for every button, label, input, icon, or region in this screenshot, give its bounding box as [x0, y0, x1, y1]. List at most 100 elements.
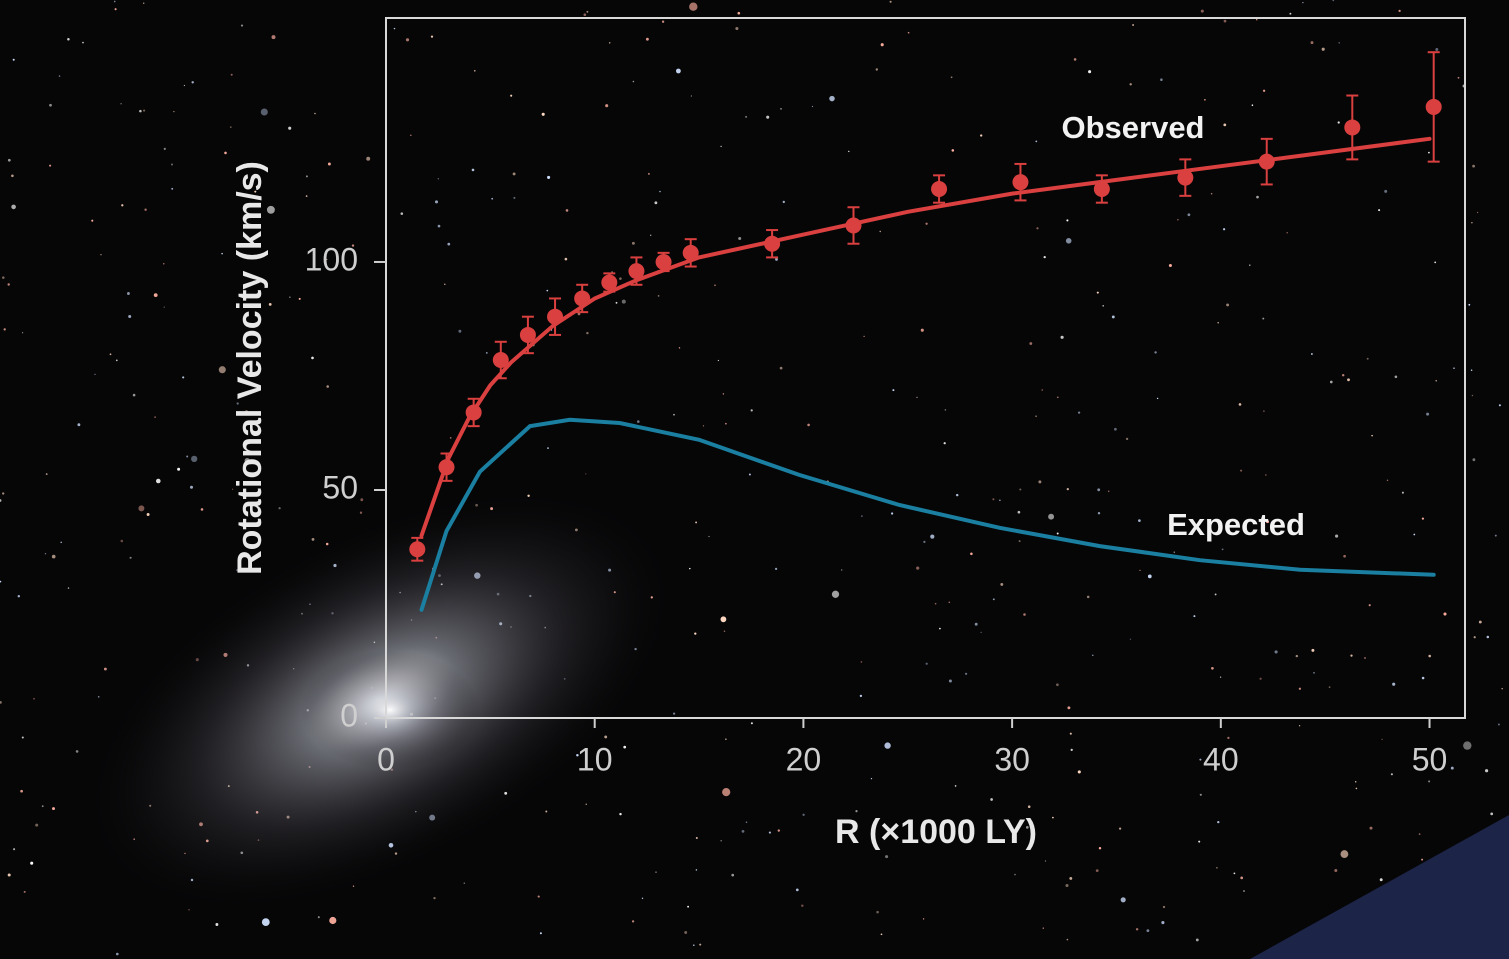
chart: R (×1000 LY) Rotational Velocity (km/s) …	[0, 0, 1509, 959]
star	[885, 855, 888, 858]
star	[76, 750, 79, 753]
star	[1097, 488, 1100, 491]
star	[1224, 20, 1227, 23]
star	[1338, 121, 1340, 123]
star	[1422, 677, 1425, 680]
star	[138, 505, 144, 511]
star	[1240, 877, 1243, 880]
star	[156, 479, 161, 484]
star	[154, 293, 158, 297]
star	[13, 59, 15, 61]
star	[1061, 336, 1064, 339]
star	[1132, 24, 1134, 26]
star	[1380, 878, 1383, 881]
star	[921, 329, 924, 332]
star	[718, 360, 719, 361]
star	[720, 840, 722, 842]
star	[1065, 884, 1068, 887]
star	[699, 944, 701, 946]
star	[1102, 305, 1103, 306]
star	[648, 173, 650, 175]
data-point	[1426, 99, 1442, 115]
star	[751, 722, 753, 724]
star	[721, 616, 727, 622]
star	[749, 473, 751, 475]
star	[121, 540, 124, 543]
star	[1045, 860, 1046, 861]
star	[127, 292, 130, 295]
star	[11, 174, 14, 177]
data-point	[409, 541, 425, 557]
star	[860, 695, 862, 697]
star	[1472, 458, 1475, 461]
star	[775, 568, 777, 570]
star	[1471, 369, 1473, 371]
star	[881, 933, 883, 935]
star	[120, 103, 121, 104]
star	[691, 95, 692, 96]
star	[163, 263, 164, 264]
star	[116, 360, 118, 362]
star	[431, 35, 433, 37]
star	[586, 804, 587, 805]
data-point	[931, 181, 947, 197]
star	[908, 32, 910, 34]
star	[780, 108, 781, 109]
star	[1343, 555, 1346, 558]
star	[394, 28, 395, 29]
star	[91, 220, 93, 222]
star	[861, 515, 863, 517]
star	[491, 198, 493, 200]
star	[737, 12, 740, 15]
star	[306, 175, 308, 177]
star	[1220, 676, 1221, 677]
star	[633, 81, 635, 83]
star	[1468, 304, 1470, 306]
star	[1243, 890, 1245, 892]
star	[1329, 686, 1331, 688]
star	[1263, 90, 1265, 92]
star	[4, 328, 6, 330]
star	[1163, 906, 1165, 908]
star	[1474, 636, 1476, 638]
star	[438, 178, 439, 179]
star	[143, 2, 144, 3]
star	[1119, 827, 1121, 829]
star	[1067, 488, 1069, 490]
star	[673, 713, 675, 715]
star	[1342, 374, 1344, 376]
star	[311, 357, 314, 360]
star	[1188, 213, 1191, 216]
star	[94, 374, 95, 375]
star	[30, 862, 33, 865]
star	[1138, 519, 1141, 522]
star	[1023, 613, 1026, 616]
star	[1240, 470, 1242, 472]
star	[975, 623, 978, 626]
y-tick-label: 50	[322, 469, 358, 505]
star	[944, 442, 946, 444]
star	[586, 332, 588, 334]
star	[98, 696, 100, 698]
star	[104, 668, 107, 671]
star	[1384, 190, 1387, 193]
star	[366, 157, 370, 161]
star	[642, 898, 643, 899]
star	[542, 113, 545, 116]
star	[948, 601, 950, 603]
star	[939, 628, 941, 630]
star	[18, 595, 20, 597]
star	[879, 231, 880, 232]
star	[1099, 847, 1101, 849]
star	[1078, 411, 1080, 413]
star	[1227, 737, 1229, 739]
star	[1422, 517, 1424, 519]
star	[1490, 813, 1493, 816]
star	[1347, 378, 1350, 381]
star	[1398, 10, 1400, 12]
star	[655, 872, 656, 873]
x-axis-label: R (×1000 LY)	[835, 813, 1037, 851]
star	[1234, 873, 1236, 875]
star	[801, 904, 803, 906]
star	[128, 315, 131, 318]
